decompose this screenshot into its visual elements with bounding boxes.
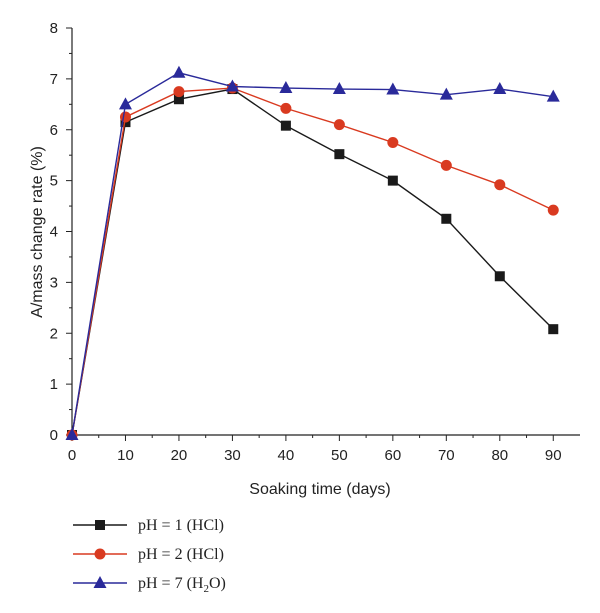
data-point xyxy=(494,271,505,282)
legend-marker xyxy=(93,576,107,588)
data-point xyxy=(387,175,398,186)
data-point xyxy=(547,204,559,216)
ticks: 0 10 20 30 40 50 60 70 80 90 0 1 2 3 4 5 6 7 8 xyxy=(50,20,562,464)
data-point xyxy=(279,81,293,94)
data-point xyxy=(494,179,506,191)
x-tick-label: 90 xyxy=(545,447,562,464)
y-tick-label: 4 xyxy=(50,224,58,241)
y-tick-label: 2 xyxy=(50,325,58,342)
x-tick-label: 0 xyxy=(68,447,76,464)
data-point xyxy=(173,86,185,98)
series-3 xyxy=(65,65,560,440)
data-point xyxy=(225,79,239,92)
x-tick-label: 40 xyxy=(278,447,295,464)
x-axis-label: Soaking time (days) xyxy=(249,481,390,498)
series-line xyxy=(71,87,554,436)
data-point xyxy=(548,324,559,335)
series-line xyxy=(71,88,554,436)
data-point xyxy=(118,97,132,110)
data-point xyxy=(119,111,131,123)
y-tick-label: 6 xyxy=(50,122,58,139)
data-point xyxy=(333,119,345,131)
data-point xyxy=(387,136,399,148)
y-tick-label: 0 xyxy=(50,427,58,444)
x-tick-label: 50 xyxy=(331,447,348,464)
data-point xyxy=(441,213,452,224)
data-point xyxy=(439,87,453,100)
x-tick-label: 10 xyxy=(117,447,134,464)
legend-item-2: pH = 2 (HCl) xyxy=(73,546,224,563)
legend-item-1: pH = 1 (HCl) xyxy=(73,517,224,534)
data-point xyxy=(546,89,560,102)
data-point xyxy=(493,82,507,95)
x-tick-label: 30 xyxy=(224,447,241,464)
series-1 xyxy=(67,84,559,440)
y-tick-label: 7 xyxy=(50,71,58,88)
y-tick-label: 3 xyxy=(50,274,58,291)
x-tick-label: 60 xyxy=(384,447,401,464)
data-point xyxy=(332,82,346,95)
y-tick-label: 1 xyxy=(50,376,58,393)
data-point xyxy=(386,82,400,95)
data-point xyxy=(280,102,292,114)
legend-marker xyxy=(94,548,106,560)
data-point xyxy=(173,94,184,105)
legend-label: pH = 7 (H2O) xyxy=(138,575,226,595)
legend-label: pH = 2 (HCl) xyxy=(138,546,224,563)
series-layer xyxy=(65,65,560,441)
series-2 xyxy=(66,82,559,441)
y-axis-label: A/mass change rate (%) xyxy=(29,146,46,318)
legend-marker xyxy=(95,520,105,530)
y-tick-label: 8 xyxy=(50,20,58,37)
data-point xyxy=(172,65,186,78)
y-tick-label: 5 xyxy=(50,173,58,190)
legend: pH = 1 (HCl) pH = 2 (HCl) pH = 7 (H2O) xyxy=(73,517,226,595)
data-point xyxy=(280,120,291,131)
x-tick-label: 80 xyxy=(491,447,508,464)
legend-label: pH = 1 (HCl) xyxy=(138,517,224,534)
data-point xyxy=(440,159,452,171)
series-line xyxy=(71,72,554,436)
data-point xyxy=(334,149,345,160)
legend-item-3: pH = 7 (H2O) xyxy=(73,575,226,595)
x-tick-label: 70 xyxy=(438,447,455,464)
x-tick-label: 20 xyxy=(171,447,188,464)
data-point xyxy=(65,428,79,440)
